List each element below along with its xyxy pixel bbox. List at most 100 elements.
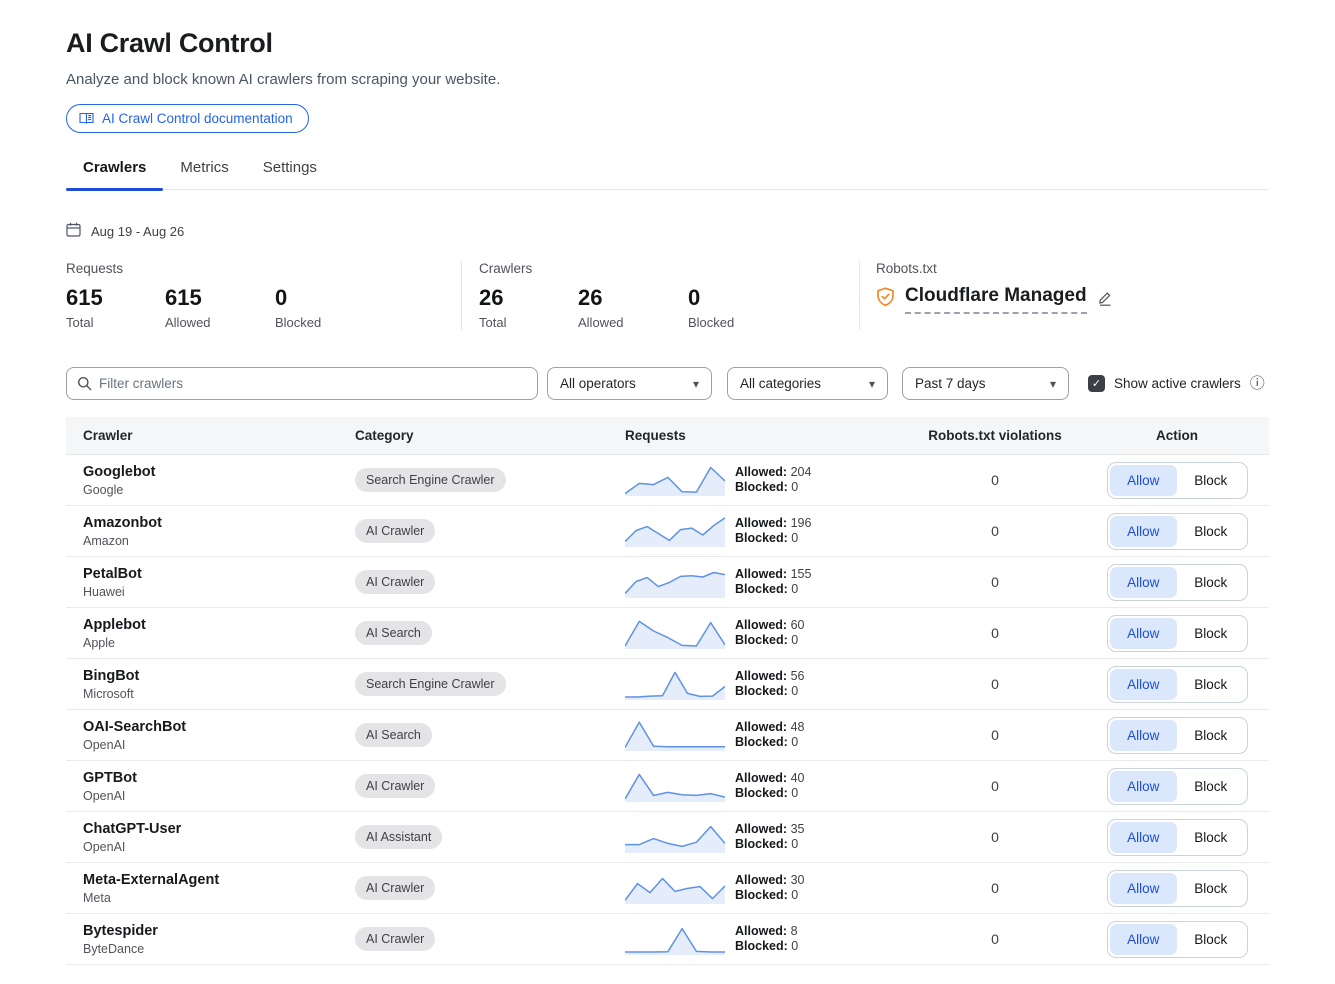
requests-sparkline: [625, 825, 725, 853]
action-toggle: Allow Block: [1106, 461, 1248, 499]
date-range[interactable]: Aug 19 - Aug 26: [66, 222, 1269, 240]
crawlers-total-value: 26: [479, 285, 504, 310]
allow-button[interactable]: Allow: [1109, 566, 1177, 598]
requests-total-value: 615: [66, 285, 103, 310]
crawler-table: Crawler Category Requests Robots.txt vio…: [66, 417, 1269, 965]
category-badge: AI Search: [355, 723, 432, 747]
block-button[interactable]: Block: [1177, 516, 1245, 547]
allow-button[interactable]: Allow: [1109, 770, 1177, 802]
requests-summary: Allowed: 204 Blocked: 0: [735, 465, 811, 496]
tab-settings[interactable]: Settings: [262, 159, 317, 176]
blocked-label: Blocked:: [735, 633, 788, 647]
period-select[interactable]: Past 7 days ▾: [902, 367, 1069, 400]
block-button[interactable]: Block: [1177, 567, 1245, 598]
block-button[interactable]: Block: [1177, 618, 1245, 649]
action-toggle: Allow Block: [1106, 563, 1248, 601]
robots-mode-value[interactable]: Cloudflare Managed: [905, 285, 1087, 314]
category-badge: Search Engine Crawler: [355, 468, 506, 492]
allow-button[interactable]: Allow: [1109, 617, 1177, 649]
block-button[interactable]: Block: [1177, 771, 1245, 802]
block-button[interactable]: Block: [1177, 669, 1245, 700]
blocked-label: Blocked:: [735, 735, 788, 749]
allowed-label: Allowed:: [735, 821, 788, 836]
blocked-value: 0: [791, 480, 799, 494]
crawler-name: Googlebot: [83, 463, 156, 480]
show-active-label: Show active crawlers: [1114, 376, 1241, 391]
page-title: AI Crawl Control: [66, 28, 273, 58]
tab-crawlers[interactable]: Crawlers: [66, 159, 164, 191]
requests-blocked-value: 0: [275, 285, 288, 310]
allow-button[interactable]: Allow: [1109, 719, 1177, 751]
info-icon[interactable]: ⓘ: [1249, 375, 1265, 392]
requests-sparkline: [625, 721, 725, 751]
crawlers-blocked-value: 0: [688, 285, 701, 310]
allow-button[interactable]: Allow: [1109, 872, 1177, 904]
blocked-label: Blocked:: [735, 684, 788, 698]
action-toggle: Allow Block: [1106, 512, 1248, 550]
category-badge: AI Crawler: [355, 570, 436, 594]
search-input[interactable]: [66, 367, 538, 400]
edit-icon[interactable]: [1097, 290, 1113, 311]
block-button[interactable]: Block: [1177, 720, 1245, 751]
category-badge: AI Crawler: [355, 519, 436, 543]
allowed-label: Allowed:: [735, 923, 788, 938]
column-header-requests: Requests: [625, 428, 686, 443]
action-toggle: Allow Block: [1106, 818, 1248, 856]
block-button[interactable]: Block: [1177, 873, 1245, 904]
allowed-value: 56: [790, 668, 805, 683]
operators-select[interactable]: All operators ▾: [547, 367, 712, 400]
table-header: Crawler Category Requests Robots.txt vio…: [66, 417, 1269, 455]
blocked-value: 0: [791, 888, 799, 902]
violations-count: 0: [991, 523, 999, 539]
requests-allowed-value: 615: [165, 285, 202, 310]
allow-button[interactable]: Allow: [1109, 923, 1177, 955]
table-row: OAI-SearchBot OpenAI AI Search Allowed: …: [66, 710, 1269, 761]
violations-count: 0: [991, 778, 999, 794]
allow-button[interactable]: Allow: [1109, 668, 1177, 700]
crawler-operator: Meta: [83, 890, 111, 905]
period-select-value: Past 7 days: [915, 376, 986, 391]
stats-crawlers-title: Crawlers: [479, 261, 533, 276]
category-badge: AI Crawler: [355, 774, 436, 798]
crawlers-allowed-value: 26: [578, 285, 603, 310]
book-icon: [79, 112, 94, 125]
requests-summary: Allowed: 40 Blocked: 0: [735, 771, 804, 802]
allow-button[interactable]: Allow: [1109, 821, 1177, 853]
crawler-operator: Google: [83, 482, 124, 497]
requests-sparkline: [625, 620, 725, 649]
blocked-label: Blocked:: [735, 837, 788, 851]
crawler-operator: Amazon: [83, 533, 129, 548]
requests-summary: Allowed: 8 Blocked: 0: [735, 924, 798, 955]
allow-button[interactable]: Allow: [1109, 464, 1177, 496]
chevron-down-icon: ▾: [868, 376, 875, 391]
block-button[interactable]: Block: [1177, 465, 1245, 496]
table-row: Meta-ExternalAgent Meta AI Crawler Allow…: [66, 863, 1269, 914]
table-row: GPTBot OpenAI AI Crawler Allowed: 40 Blo…: [66, 761, 1269, 812]
requests-sparkline: [625, 571, 725, 598]
allowed-label: Allowed:: [735, 464, 788, 479]
show-active-checkbox[interactable]: ✓: [1088, 375, 1105, 392]
table-row: BingBot Microsoft Search Engine Crawler …: [66, 659, 1269, 710]
crawler-operator: Huawei: [83, 584, 125, 599]
blocked-value: 0: [791, 531, 799, 545]
crawlers-blocked-label: Blocked: [688, 315, 735, 330]
stats-crawlers: Crawlers 26 Total 26 Allowed 0 Blocked: [461, 261, 859, 330]
tab-metrics[interactable]: Metrics: [180, 159, 229, 176]
documentation-link[interactable]: AI Crawl Control documentation: [66, 104, 309, 133]
blocked-label: Blocked:: [735, 888, 788, 902]
table-row: Googlebot Google Search Engine Crawler A…: [66, 455, 1269, 506]
block-button[interactable]: Block: [1177, 924, 1245, 955]
violations-count: 0: [991, 880, 999, 896]
blocked-value: 0: [791, 837, 799, 851]
blocked-value: 0: [791, 582, 799, 596]
action-toggle: Allow Block: [1106, 665, 1248, 703]
column-header-category: Category: [355, 428, 414, 443]
violations-count: 0: [991, 574, 999, 590]
categories-select[interactable]: All categories ▾: [727, 367, 888, 400]
block-button[interactable]: Block: [1177, 822, 1245, 853]
violations-count: 0: [991, 727, 999, 743]
blocked-value: 0: [791, 684, 799, 698]
crawler-operator: OpenAI: [83, 788, 126, 803]
date-range-label: Aug 19 - Aug 26: [91, 223, 185, 239]
allow-button[interactable]: Allow: [1109, 515, 1177, 547]
